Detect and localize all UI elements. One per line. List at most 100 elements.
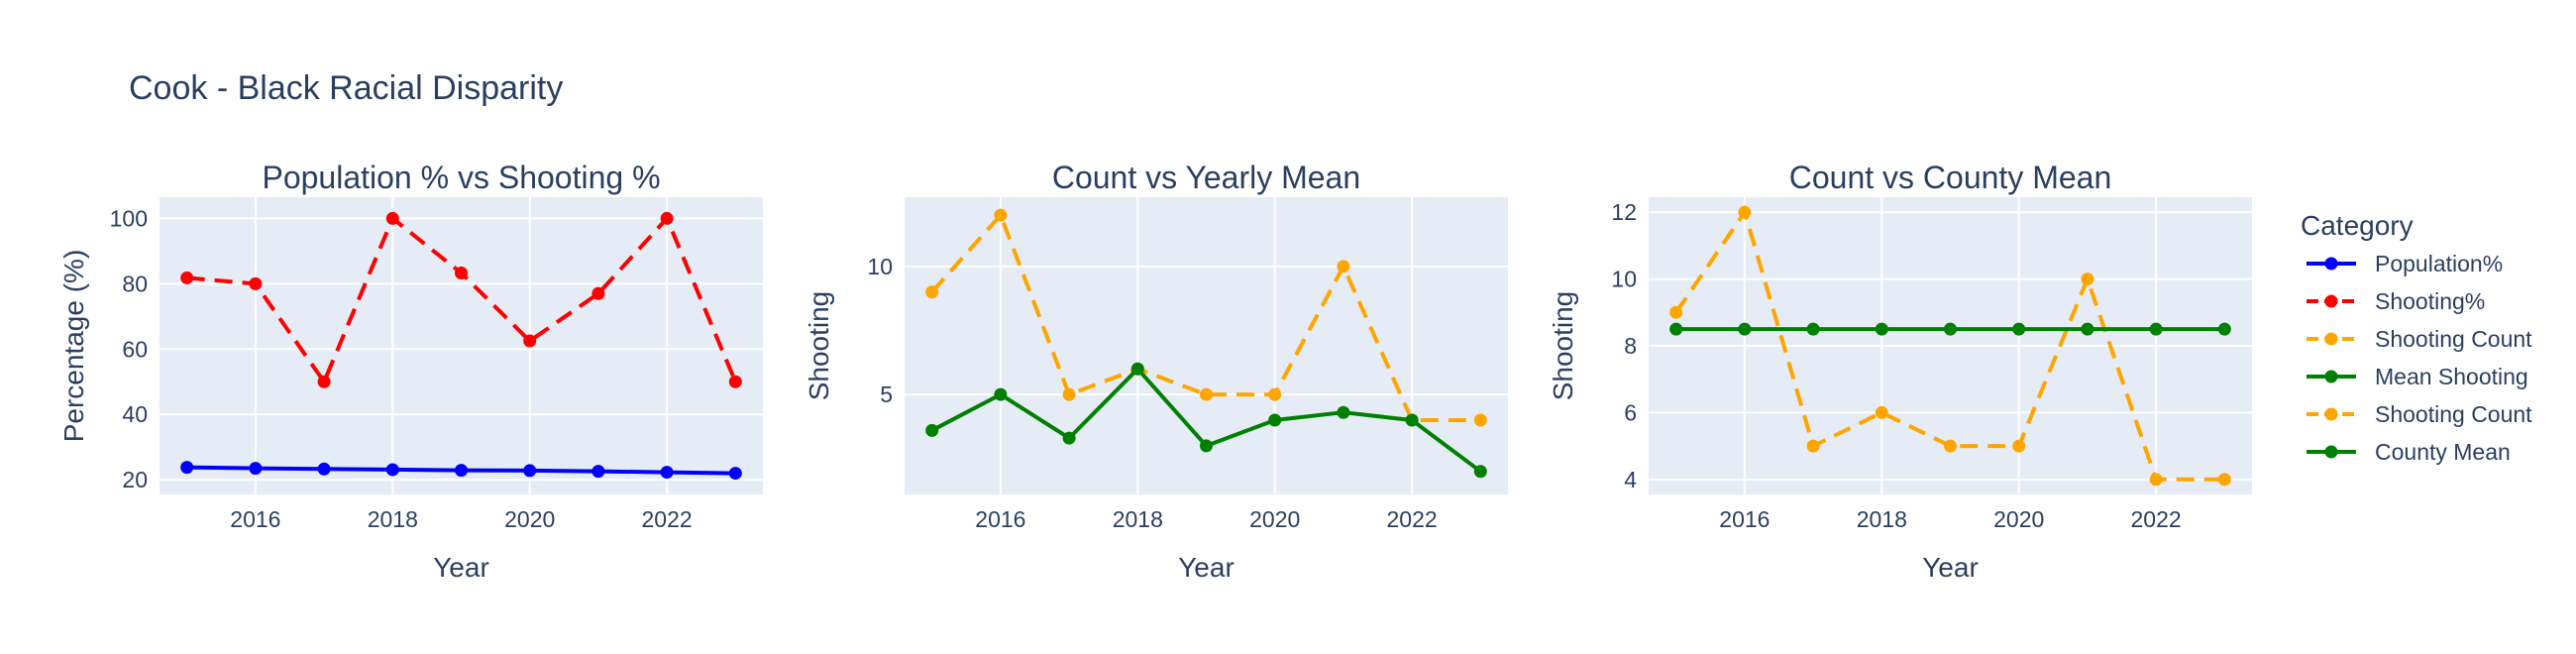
data-point	[1473, 413, 1487, 427]
legend-swatch-marker	[2324, 370, 2338, 383]
data-point	[1669, 322, 1683, 336]
legend-entry[interactable]: Shooting Count	[2307, 326, 2532, 352]
data-point	[385, 211, 399, 225]
data-point	[660, 211, 674, 225]
data-point	[1062, 431, 1076, 445]
y-tick-label: 12	[1611, 199, 1637, 225]
legend-swatch-marker	[2324, 332, 2338, 346]
data-point	[1337, 405, 1350, 419]
data-point	[180, 461, 194, 475]
data-point	[2149, 473, 2163, 487]
figure-title: Cook - Black Racial Disparity	[129, 69, 563, 107]
subplot-title: Population % vs Shooting %	[262, 160, 660, 195]
data-point	[591, 286, 605, 300]
legend-label: County Mean	[2375, 439, 2511, 465]
x-axis-label: Year	[1922, 552, 1979, 583]
series-1	[1669, 205, 2231, 487]
data-point	[728, 467, 742, 481]
legend-entry[interactable]: Shooting%	[2307, 288, 2485, 314]
x-tick-label: 2022	[1387, 506, 1438, 532]
x-tick-label: 2020	[504, 506, 555, 532]
data-point	[1738, 205, 1752, 219]
legend-label: Shooting Count	[2375, 326, 2532, 352]
x-tick-label: 2016	[975, 506, 1025, 532]
legend-label: Shooting%	[2375, 288, 2485, 314]
data-point	[2081, 272, 2094, 286]
y-tick-label: 10	[867, 254, 893, 279]
data-point	[925, 423, 939, 437]
legend-label: Population%	[2375, 251, 2503, 276]
legend-entry[interactable]: Mean Shooting	[2307, 364, 2528, 389]
subplots: 2016 2018 2020 2022 20 40 60 80 100 Population % …	[58, 160, 2252, 583]
subplot-1: 2016 2018 2020 2022 20 40 60 80 100 Population % …	[58, 160, 763, 583]
y-tick-label: 40	[122, 401, 148, 427]
legend-entry[interactable]: Population%	[2307, 251, 2503, 276]
legend-label: Shooting Count	[2375, 401, 2532, 427]
data-point	[1875, 405, 1888, 419]
data-point	[1268, 387, 1282, 401]
x-tick-label: 2016	[230, 506, 280, 532]
legend-title: Category	[2301, 210, 2414, 241]
subplot-3: 2016 2018 2020 2022 4 6 8 10 12 Count vs County M…	[1548, 160, 2252, 583]
data-point	[1806, 322, 1820, 336]
legend-label: Mean Shooting	[2375, 364, 2528, 389]
x-tick-label: 2016	[1719, 506, 1770, 532]
y-tick-label: 20	[122, 467, 148, 492]
data-point	[523, 464, 537, 478]
data-point	[523, 334, 537, 348]
y-tick-label: 60	[122, 336, 148, 362]
data-point	[1200, 387, 1213, 401]
data-point	[455, 464, 468, 478]
data-point	[1473, 465, 1487, 479]
data-point	[660, 466, 674, 480]
x-tick-label: 2020	[1249, 506, 1300, 532]
y-axis-label: Percentage (%)	[58, 250, 89, 443]
series-line	[930, 213, 1481, 422]
data-point	[1062, 387, 1076, 401]
data-point	[1405, 413, 1419, 427]
y-tick-label: 80	[122, 271, 148, 296]
series-2	[1669, 322, 2231, 336]
legend-entry[interactable]: Shooting Count	[2307, 401, 2532, 427]
data-point	[180, 271, 194, 284]
x-tick-label: 2018	[1113, 506, 1163, 532]
data-point	[2012, 322, 2026, 336]
data-point	[1337, 260, 1350, 273]
legend-swatch-marker	[2324, 445, 2338, 459]
x-tick-label: 2018	[368, 506, 418, 532]
y-axis-label: Shooting	[804, 291, 834, 401]
series-line	[1674, 210, 2225, 482]
y-tick-label: 100	[110, 205, 148, 231]
data-point	[1944, 322, 1957, 336]
data-point	[2012, 439, 2026, 453]
x-tick-label: 2022	[642, 506, 693, 532]
data-point	[994, 208, 1008, 222]
data-point	[1738, 322, 1752, 336]
data-point	[249, 462, 263, 476]
series-2	[925, 362, 1487, 479]
subplot-title: Count vs Yearly Mean	[1052, 160, 1360, 195]
legend-entry[interactable]: County Mean	[2307, 439, 2511, 465]
data-point	[1944, 439, 1957, 453]
data-point	[591, 465, 605, 479]
legend-swatch-marker	[2324, 257, 2338, 271]
data-point	[317, 375, 331, 388]
y-tick-label: 4	[1624, 467, 1637, 492]
data-point	[1806, 439, 1820, 453]
x-tick-label: 2018	[1857, 506, 1907, 532]
data-point	[2217, 322, 2231, 336]
x-tick-label: 2022	[2131, 506, 2182, 532]
subplot-title: Count vs County Mean	[1789, 160, 2112, 195]
data-point	[455, 266, 468, 279]
data-point	[728, 375, 742, 388]
legend-swatch-marker	[2324, 407, 2338, 421]
x-axis-label: Year	[433, 552, 489, 583]
legend: Category Population% Shooting% Shooting Co…	[2301, 210, 2532, 465]
data-point	[994, 387, 1008, 401]
plot-background	[160, 197, 763, 494]
y-tick-label: 5	[880, 382, 893, 407]
y-tick-label: 8	[1624, 333, 1637, 359]
data-point	[2149, 322, 2163, 336]
